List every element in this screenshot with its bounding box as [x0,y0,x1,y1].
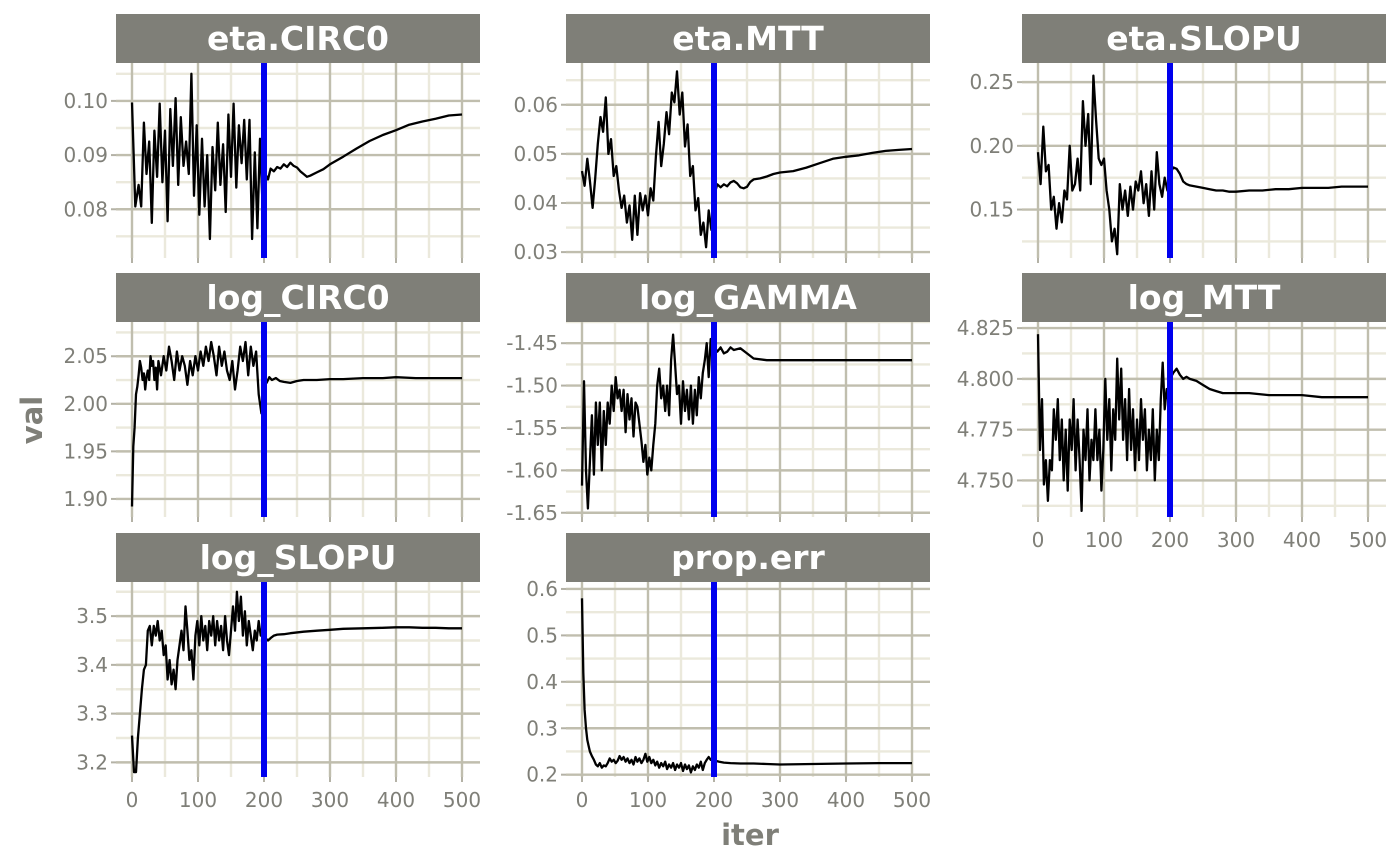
y-tick-label: -1.65 [506,501,558,525]
y-tick-label: -1.60 [506,458,558,482]
y-tick-label: 0.10 [63,89,108,113]
y-tick-label: 2.05 [63,344,108,368]
y-tick-label: 4.750 [957,468,1014,492]
x-tick-label: 100 [179,788,217,812]
y-tick-label: 4.825 [957,316,1014,340]
y-tick-label: 1.90 [63,487,108,511]
facet-panel: eta.CIRC0 0.08 0.09 0.10 [63,14,480,263]
y-tick-label: -1.45 [506,331,558,355]
trace-line [580,70,913,249]
x-tick-label: 0 [126,788,139,812]
facet-panel: log_CIRC0 1.90 1.95 2.00 2.05 [63,273,480,522]
x-tick-label: 100 [629,788,667,812]
y-tick-label: 1.95 [63,439,108,463]
x-tick-label: 200 [1151,528,1189,552]
facet-title: log_MTT [1128,278,1281,317]
trace-line [1036,334,1368,513]
facet-panel: log_MTT 4.750 4.775 4.800 4.825 0 100 200 300 400… [957,273,1387,552]
y-tick-label: 2.00 [63,392,108,416]
y-tick-label: 0.5 [526,623,558,647]
facet-title: log_SLOPU [200,538,397,577]
y-tick-label: 3.4 [76,653,108,677]
y-tick-label: 0.6 [526,577,558,601]
trace-line [130,340,462,507]
y-tick-label: 0.06 [513,93,558,117]
y-tick-label: 0.09 [63,143,108,167]
y-tick-label: -1.55 [506,416,558,440]
facet-title: log_CIRC0 [206,278,389,317]
y-tick-label: 4.800 [957,367,1014,391]
facet-title: log_GAMMA [639,278,857,317]
facet-strip [116,533,480,582]
y-tick-label: 0.15 [969,198,1014,222]
facet-panel: log_SLOPU 3.2 3.3 3.4 3.5 0 100 200 300 400 500 [76,533,481,812]
trace-line [580,333,912,510]
trace-line [1036,74,1368,256]
facet-panel: log_GAMMA -1.65 -1.60 -1.55 -1.50 -1.45 [506,273,930,525]
facet-strip [116,273,480,322]
facet-panel: eta.SLOPU 0.15 0.20 0.25 [969,14,1386,263]
trace-line [130,590,462,774]
x-tick-label: 500 [893,788,931,812]
facet-strip [566,273,930,322]
facet-strip [1022,14,1386,63]
facet-title: eta.CIRC0 [207,19,389,58]
y-tick-label: -1.50 [506,374,558,398]
facet-strip [566,14,930,63]
x-tick-label: 200 [245,788,283,812]
x-tick-label: 0 [1032,528,1045,552]
trace-line [130,72,463,241]
y-tick-label: 0.3 [526,716,558,740]
x-tick-label: 200 [695,788,733,812]
x-tick-label: 500 [443,788,481,812]
y-tick-label: 0.05 [513,142,558,166]
y-tick-label: 0.25 [969,70,1014,94]
y-tick-label: 0.04 [513,191,558,215]
y-tick-label: 0.03 [513,240,558,264]
trace-line [580,598,912,774]
facet-strip [566,533,930,582]
y-tick-label: 4.775 [957,418,1014,442]
facet-strip [116,14,480,63]
y-tick-label: 3.3 [76,702,108,726]
x-tick-label: 500 [1349,528,1387,552]
x-tick-label: 300 [1217,528,1255,552]
facet-title: eta.MTT [672,19,824,58]
y-tick-label: 3.2 [76,750,108,774]
x-tick-label: 300 [311,788,349,812]
y-tick-label: 0.20 [969,134,1014,158]
x-tick-label: 100 [1085,528,1123,552]
x-tick-label: 400 [827,788,865,812]
y-tick-label: 3.5 [76,604,108,628]
facet-strip [1022,273,1386,322]
x-axis-title: iter [721,818,779,852]
y-axis-title: val [15,396,49,444]
y-tick-label: 0.4 [526,670,558,694]
x-tick-label: 400 [377,788,415,812]
x-tick-label: 0 [576,788,589,812]
facet-panel: eta.MTT 0.03 0.04 0.05 0.06 [513,14,930,264]
facet-title: prop.err [671,538,825,577]
y-tick-label: 0.08 [63,197,108,221]
y-tick-label: 0.2 [526,763,558,787]
x-tick-label: 300 [761,788,799,812]
x-tick-label: 400 [1283,528,1321,552]
facet-panel: prop.err 0.2 0.3 0.4 0.5 0.6 0 100 200 300 400 500 [526,533,931,812]
facet-title: eta.SLOPU [1106,19,1302,58]
